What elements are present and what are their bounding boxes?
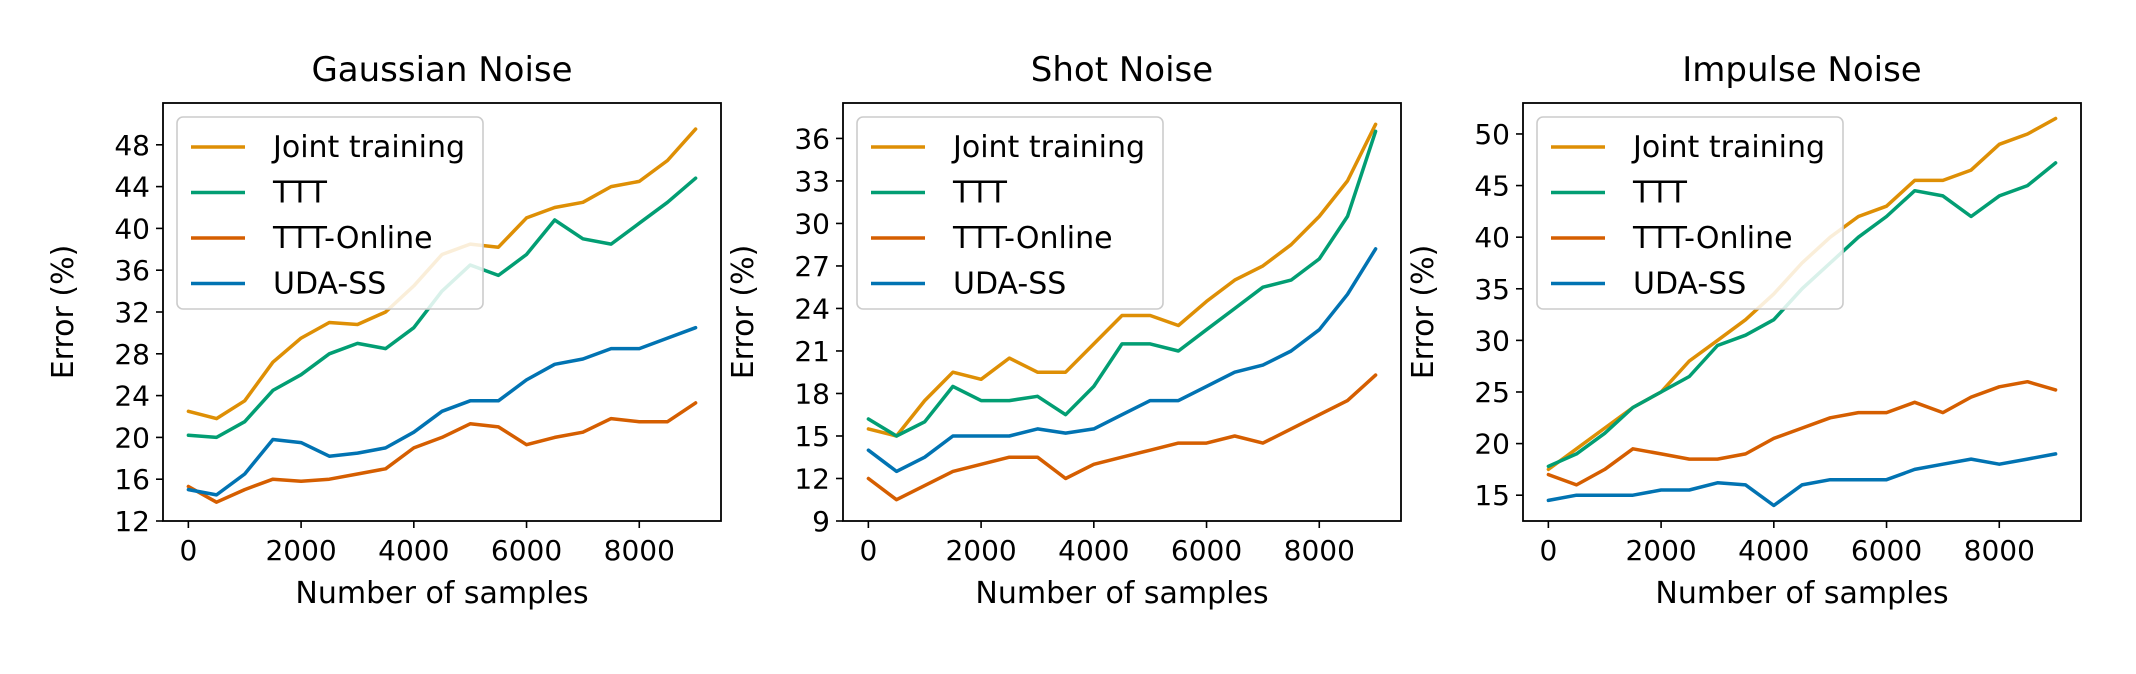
y-tick-label: 27: [794, 250, 830, 283]
x-axis-label: Number of samples: [1655, 576, 1948, 611]
y-tick-label: 21: [794, 335, 830, 368]
legend-label: UDA-SS: [953, 267, 1066, 302]
x-tick-label: 6000: [491, 534, 562, 567]
series-line: [1546, 379, 2058, 487]
y-tick-label: 24: [794, 292, 830, 325]
y-tick-label: 45: [1474, 170, 1510, 203]
x-tick-label: 0: [859, 534, 877, 567]
x-tick-label: 8000: [604, 534, 675, 567]
x-tick-label: 4000: [1058, 534, 1129, 567]
y-tick-label: 36: [794, 122, 830, 155]
x-tick-label: 4000: [378, 534, 449, 567]
chart-panel: Gaussian Noise 0 2000 4000 6000 8000 12 16 20 24 2…: [46, 50, 722, 611]
series-line: [866, 122, 1378, 438]
y-tick-label: 12: [794, 462, 830, 495]
legend-label: Joint training: [951, 130, 1145, 165]
legend-label: Joint training: [1631, 130, 1825, 165]
x-tick-label: 0: [1539, 534, 1557, 567]
y-tick-label: 50: [1474, 118, 1510, 151]
chart-title: Impulse Noise: [1682, 50, 1921, 90]
x-tick-label: 2000: [945, 534, 1016, 567]
legend-label: TTT-Online: [952, 221, 1113, 256]
legend-label: TTT-Online: [1632, 221, 1793, 256]
x-axis-label: Number of samples: [975, 576, 1268, 611]
y-tick-label: 12: [114, 505, 150, 538]
y-tick-label: 35: [1474, 273, 1510, 306]
series-line: [1546, 452, 2058, 508]
y-tick-label: 16: [114, 463, 150, 496]
x-tick-label: 4000: [1738, 534, 1809, 567]
series-line: [186, 325, 698, 497]
y-axis-label: Error (%): [726, 245, 761, 380]
y-tick-label: 40: [1474, 221, 1510, 254]
x-tick-label: 6000: [1851, 534, 1922, 567]
x-tick-label: 2000: [265, 534, 336, 567]
chart-panel: Shot Noise 0 2000 4000 6000 8000 9 12 15 18 21 24 27…: [726, 50, 1402, 611]
y-tick-label: 15: [794, 420, 830, 453]
x-tick-label: 8000: [1284, 534, 1355, 567]
x-tick-label: 2000: [1625, 534, 1696, 567]
y-tick-label: 30: [794, 207, 830, 240]
legend: Joint training TTT TTT-Online UDA-SS: [1536, 116, 1844, 310]
legend-label: TTT: [272, 176, 328, 211]
legend-box: [1536, 116, 1844, 310]
series-line: [866, 129, 1378, 438]
chart-panel: Impulse Noise 0 2000 4000 6000 8000 15 20 25 30 35…: [1406, 50, 2082, 611]
series-line: [866, 373, 1378, 502]
x-tick-label: 0: [179, 534, 197, 567]
y-tick-label: 24: [114, 380, 150, 413]
legend-label: UDA-SS: [1633, 267, 1746, 302]
series-group: [866, 122, 1378, 502]
legend-label: TTT: [1632, 176, 1688, 211]
y-tick-label: 18: [794, 377, 830, 410]
y-tick-label: 20: [114, 421, 150, 454]
series-line: [866, 247, 1378, 474]
y-tick-label: 20: [1474, 428, 1510, 461]
y-tick-label: 32: [114, 296, 150, 329]
x-tick-label: 6000: [1171, 534, 1242, 567]
legend: Joint training TTT TTT-Online UDA-SS: [176, 116, 484, 310]
plot-frame: [1522, 102, 2082, 522]
y-tick-label: 25: [1474, 376, 1510, 409]
legend-label: Joint training: [271, 130, 465, 165]
y-tick-label: 9: [812, 505, 830, 538]
x-tick-label: 8000: [1964, 534, 2035, 567]
y-tick-label: 40: [114, 212, 150, 245]
x-axis-label: Number of samples: [295, 576, 588, 611]
y-tick-label: 30: [1474, 324, 1510, 357]
y-tick-label: 48: [114, 129, 150, 162]
plot-frame: [162, 102, 722, 522]
y-tick-label: 36: [114, 254, 150, 287]
y-tick-label: 28: [114, 338, 150, 371]
legend-label: TTT-Online: [272, 221, 433, 256]
legend-box: [176, 116, 484, 310]
legend-box: [856, 116, 1164, 310]
y-tick-label: 33: [794, 165, 830, 198]
legend-label: TTT: [952, 176, 1008, 211]
series-line: [186, 401, 698, 504]
y-axis-label: Error (%): [1406, 245, 1441, 380]
plot-frame: [842, 102, 1402, 522]
y-tick-label: 15: [1474, 479, 1510, 512]
y-axis-label: Error (%): [46, 245, 81, 380]
chart-title: Shot Noise: [1031, 50, 1213, 90]
legend: Joint training TTT TTT-Online UDA-SS: [856, 116, 1164, 310]
chart-title: Gaussian Noise: [311, 50, 572, 90]
legend-label: UDA-SS: [273, 267, 386, 302]
y-tick-label: 44: [114, 171, 150, 204]
